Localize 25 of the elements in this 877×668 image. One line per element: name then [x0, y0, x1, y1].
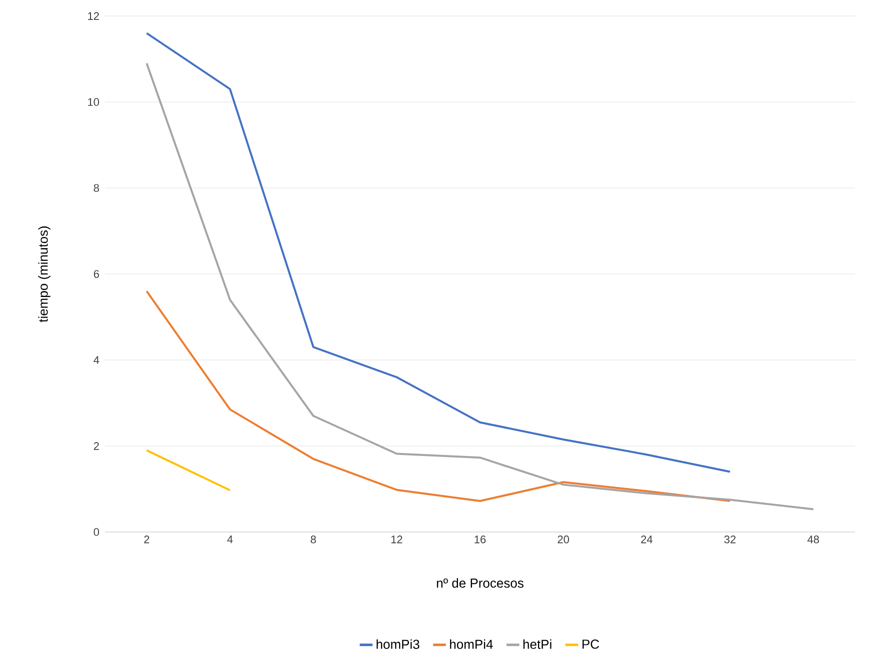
y-tick-label: 4 — [94, 356, 100, 364]
y-tick-label: 8 — [94, 184, 99, 192]
x-tick-label: 16 — [474, 536, 486, 544]
y-tick-label: 0 — [94, 528, 100, 536]
legend-label: PC — [582, 640, 600, 649]
x-tick-label: 2 — [144, 536, 150, 544]
x-axis-title: nº de Procesos — [436, 578, 524, 588]
legend-label: homPi3 — [376, 639, 420, 649]
y-axis-title: tiempo (minutos) — [38, 226, 50, 322]
line-series — [146, 290, 731, 502]
line-series — [146, 32, 731, 473]
line-series — [146, 62, 814, 510]
y-tick-label: 12 — [88, 12, 99, 20]
y-tick-label: 2 — [94, 442, 99, 450]
x-tick-label: 8 — [310, 536, 316, 544]
y-tick-label: 10 — [88, 98, 100, 106]
legend-label: homPi4 — [450, 639, 493, 649]
x-tick-label: 24 — [641, 536, 652, 544]
legend-label: hetPi — [523, 639, 552, 649]
x-tick-label: 48 — [807, 536, 819, 544]
x-tick-label: 12 — [391, 536, 402, 544]
x-tick-label: 4 — [227, 536, 233, 544]
x-tick-label: 32 — [724, 536, 736, 544]
x-tick-label: 20 — [558, 536, 570, 544]
y-tick-label: 6 — [94, 270, 99, 278]
